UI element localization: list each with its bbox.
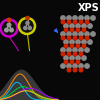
Circle shape: [70, 56, 74, 60]
Circle shape: [73, 36, 77, 40]
Circle shape: [61, 16, 65, 20]
Circle shape: [70, 44, 74, 48]
Circle shape: [79, 32, 83, 36]
Circle shape: [85, 48, 89, 52]
Circle shape: [82, 40, 86, 44]
Circle shape: [67, 52, 71, 56]
Circle shape: [64, 60, 68, 64]
Circle shape: [64, 40, 68, 44]
Circle shape: [67, 68, 71, 72]
Circle shape: [82, 24, 86, 28]
Circle shape: [79, 48, 83, 52]
Circle shape: [73, 52, 77, 56]
Circle shape: [61, 32, 65, 36]
Circle shape: [26, 21, 29, 25]
Circle shape: [79, 36, 83, 40]
Circle shape: [85, 64, 89, 68]
Circle shape: [82, 44, 86, 48]
Circle shape: [73, 68, 77, 72]
Circle shape: [85, 36, 89, 40]
Circle shape: [76, 24, 80, 28]
Circle shape: [76, 44, 80, 48]
Circle shape: [7, 23, 11, 27]
Circle shape: [67, 20, 71, 24]
Circle shape: [85, 16, 89, 20]
Circle shape: [67, 16, 71, 20]
Circle shape: [61, 48, 65, 52]
Circle shape: [88, 40, 92, 44]
Circle shape: [64, 44, 68, 48]
Circle shape: [79, 16, 83, 20]
Circle shape: [67, 64, 71, 68]
Circle shape: [67, 36, 71, 40]
Circle shape: [85, 32, 89, 36]
Circle shape: [70, 24, 74, 28]
Circle shape: [82, 28, 86, 32]
Circle shape: [76, 60, 80, 64]
Circle shape: [70, 28, 74, 32]
Circle shape: [26, 16, 29, 20]
Circle shape: [67, 48, 71, 52]
Circle shape: [64, 56, 68, 60]
Circle shape: [79, 64, 83, 68]
Circle shape: [88, 24, 92, 28]
Circle shape: [91, 32, 95, 36]
Circle shape: [79, 68, 83, 72]
Circle shape: [82, 56, 86, 60]
Circle shape: [70, 40, 74, 44]
Circle shape: [0, 20, 18, 36]
Circle shape: [61, 20, 65, 24]
Circle shape: [76, 40, 80, 44]
Circle shape: [73, 16, 77, 20]
Circle shape: [19, 18, 35, 34]
Circle shape: [28, 26, 31, 30]
Circle shape: [24, 26, 27, 30]
Circle shape: [76, 28, 80, 32]
Circle shape: [64, 24, 68, 28]
Circle shape: [64, 28, 68, 32]
Circle shape: [85, 20, 89, 24]
Circle shape: [79, 20, 83, 24]
Circle shape: [73, 32, 77, 36]
Circle shape: [91, 16, 95, 20]
Circle shape: [76, 56, 80, 60]
Circle shape: [67, 32, 71, 36]
Circle shape: [61, 64, 65, 68]
Circle shape: [73, 64, 77, 68]
Text: XPS: XPS: [78, 3, 100, 13]
Circle shape: [7, 18, 11, 22]
Circle shape: [10, 28, 13, 32]
Circle shape: [79, 52, 83, 56]
Circle shape: [61, 52, 65, 56]
Circle shape: [61, 36, 65, 40]
Circle shape: [73, 48, 77, 52]
Circle shape: [73, 20, 77, 24]
Circle shape: [5, 28, 8, 32]
Circle shape: [70, 60, 74, 64]
